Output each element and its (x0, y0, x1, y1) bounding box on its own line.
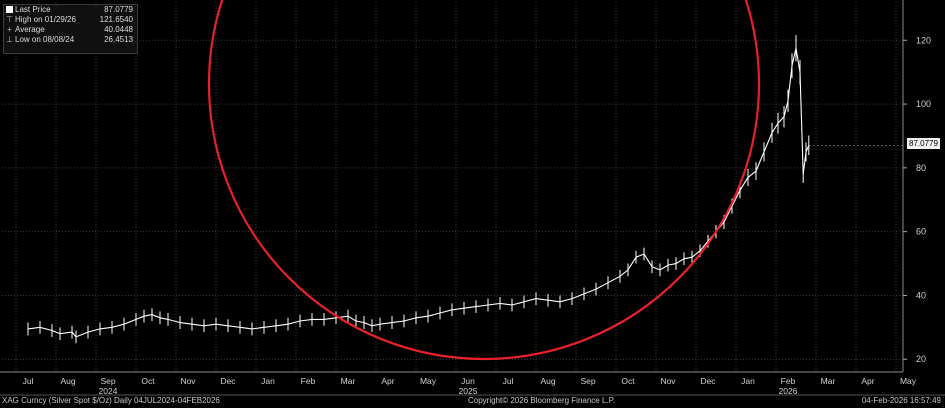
y-tick-label: 60 (916, 227, 926, 237)
x-month-label: Nov (180, 376, 196, 386)
x-month-label: Apr (381, 376, 394, 386)
y-tick-label: 80 (916, 163, 926, 173)
legend-low-value: 26.4513 (104, 35, 133, 44)
x-month-label: Oct (621, 376, 635, 386)
x-month-label: Nov (660, 376, 676, 386)
low-marker-icon: ⊥ (6, 35, 13, 44)
axes: 20 40 60 80 100 120 Jul Aug Sep Oct Nov Dec Jan Feb Ma… (0, 0, 945, 396)
chart-legend: Last Price 87.0779 ⊤ High on 01/29/26 12… (3, 4, 138, 54)
x-month-label: Mar (821, 376, 836, 386)
highlight-circle (207, 0, 761, 361)
x-month-label: Oct (141, 376, 155, 386)
high-marker-icon: ⊤ (6, 15, 13, 24)
footer-ticker: XAG Curncy (Silver Spot $/Oz) Daily 04JU… (2, 396, 220, 405)
legend-low-label: Low on 08/08/24 (15, 35, 75, 44)
legend-average-label: Average (15, 25, 45, 34)
y-tick-label: 120 (916, 35, 931, 45)
x-month-label: Feb (301, 376, 316, 386)
legend-average-value: 40.0448 (104, 25, 133, 34)
legend-average: + Average 40.0448 (4, 25, 137, 35)
last-price-tag: 87.0779 (907, 138, 940, 149)
footer-timestamp: 04-Feb-2026 16:57:49 (861, 396, 941, 405)
x-month-label: Sep (580, 376, 595, 386)
x-month-label: Mar (341, 376, 356, 386)
x-month-label: May (900, 376, 917, 386)
x-month-label: Aug (540, 376, 555, 386)
x-year-label: 2025 (459, 386, 478, 396)
grid-lines (2, 2, 903, 372)
legend-high-label: High on 01/29/26 (15, 15, 76, 24)
x-month-label: Sep (100, 376, 115, 386)
legend-high-value: 121.6540 (99, 15, 133, 24)
legend-high: ⊤ High on 01/29/26 121.6540 (4, 15, 137, 25)
x-month-label: Dec (700, 376, 716, 386)
x-month-label: Aug (60, 376, 75, 386)
x-month-label: May (420, 376, 437, 386)
x-month-label: Dec (220, 376, 236, 386)
x-month-label: Feb (781, 376, 796, 386)
legend-low: ⊥ Low on 08/08/24 26.4513 (4, 35, 137, 45)
x-month-label: Jul (503, 376, 514, 386)
footer-copyright: Copyright© 2026 Bloomberg Finance L.P. (468, 396, 616, 405)
y-tick-label: 20 (916, 354, 926, 364)
x-month-label: Jul (23, 376, 34, 386)
y-tick-label: 40 (916, 290, 926, 300)
y-tick-label: 100 (916, 99, 931, 109)
average-marker-icon: + (7, 25, 12, 34)
legend-swatch (6, 6, 13, 13)
x-month-label: Jan (261, 376, 275, 386)
legend-last-price-label: Last Price (15, 5, 51, 14)
series-line (27, 48, 810, 338)
x-year-label: 2024 (99, 386, 118, 396)
x-month-label: Jan (741, 376, 755, 386)
series-lines (27, 35, 903, 344)
x-year-label: 2026 (779, 386, 798, 396)
x-month-label: Jun (461, 376, 475, 386)
legend-last-price-value: 87.0779 (104, 5, 133, 14)
legend-last-price: Last Price 87.0779 (4, 5, 137, 15)
x-month-label: Apr (861, 376, 874, 386)
